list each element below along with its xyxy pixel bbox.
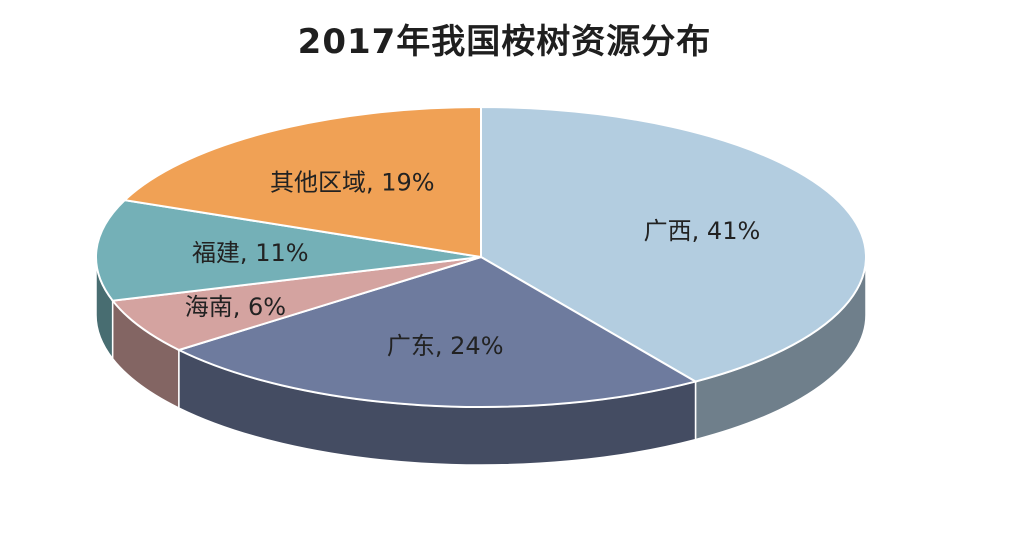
chart-title: 2017年我国桉树资源分布 [297, 22, 712, 62]
slice-label-2: 海南, 6% [185, 293, 286, 321]
slice-label-4: 其他区域, 19% [270, 168, 435, 196]
pie-slice-1 [176, 255, 699, 408]
pie-slice-4 [122, 105, 482, 259]
slice-label-1: 广东, 24% [387, 332, 504, 360]
slice-label-0: 广西, 41% [644, 217, 761, 245]
pie-slice-3 [95, 199, 482, 302]
pie-slice-0 [480, 105, 867, 383]
pie-slice-2 [110, 256, 482, 352]
slice-label-3: 福建, 11% [192, 239, 309, 267]
